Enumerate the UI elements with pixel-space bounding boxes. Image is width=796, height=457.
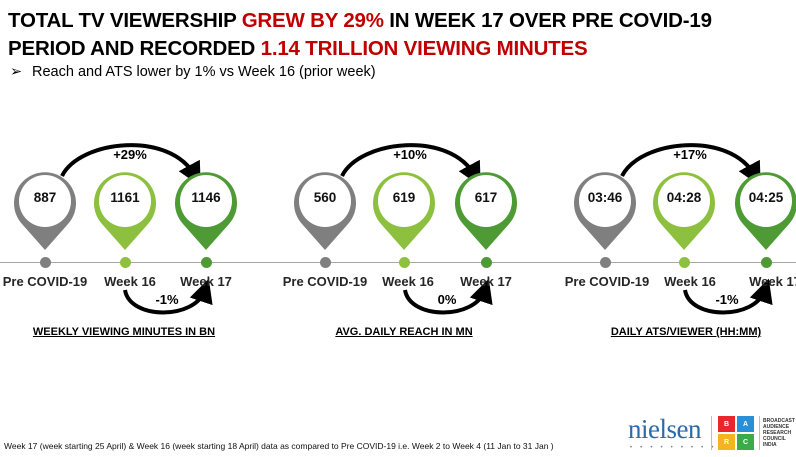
point-label: Week 17	[460, 274, 512, 289]
point-label: Week 17	[180, 274, 232, 289]
bottom-arrow-icon	[123, 278, 213, 315]
barc-tile: R	[718, 434, 735, 450]
barc-tile: C	[737, 434, 754, 450]
pin-pre-covid: 03:46	[572, 168, 638, 252]
top-change-label: +17%	[673, 147, 707, 162]
pin-value: 03:46	[587, 190, 623, 205]
subtitle-text: Reach and ATS lower by 1% vs Week 16 (pr…	[32, 64, 376, 80]
panel-title: WEEKLY VIEWING MINUTES IN BN	[32, 326, 216, 338]
subtitle-bullet: ➢ Reach and ATS lower by 1% vs Week 16 (p…	[10, 64, 376, 80]
pin-pre-covid: 887	[12, 168, 78, 252]
timeline-dot	[40, 257, 51, 268]
timeline-dot	[481, 257, 492, 268]
top-arrow-icon	[60, 143, 201, 187]
logos: nielsen • • • • • • • • • B A R C BROADC…	[628, 412, 796, 454]
pin-week-16: 1161	[92, 168, 158, 252]
point-label: Pre COVID-19	[564, 274, 650, 289]
timeline-dot	[679, 257, 690, 268]
timeline-dot	[201, 257, 212, 268]
barc-tile: B	[718, 416, 735, 432]
headline-highlight: 1.14 TRILLION VIEWING MINUTES	[260, 37, 588, 60]
point-label: Week 17	[749, 274, 796, 289]
pin-week-16: 04:28	[651, 168, 717, 252]
logo-divider	[759, 416, 760, 450]
barc-logo: B A R C	[718, 416, 754, 450]
point-label: Week 16	[104, 274, 156, 289]
headline-highlight: GREW BY 29%	[241, 9, 384, 32]
pin-week-17: 1146	[173, 168, 239, 252]
bottom-arrow-icon	[683, 278, 773, 315]
pin-value: 1146	[191, 190, 221, 205]
bottom-change-label: -1%	[715, 292, 739, 307]
panel-title: DAILY ATS/VIEWER (HH:MM)	[610, 326, 762, 338]
top-arrow-icon	[340, 143, 481, 187]
pin-week-17: 04:25	[733, 168, 796, 252]
arrow-bullet-icon: ➢	[10, 64, 23, 80]
panel-title: AVG. DAILY REACH IN MN	[335, 326, 473, 338]
nielsen-logo-dots: • • • • • • • • •	[630, 445, 717, 451]
barc-text-line: BROADCAST	[763, 418, 795, 424]
headline-line-2: PERIOD AND RECORDED 1.14 TRILLION VIEWIN…	[8, 37, 588, 61]
timeline-dot	[320, 257, 331, 268]
timeline-dot	[761, 257, 772, 268]
barc-logo-text: BROADCAST AUDIENCE RESEARCH COUNCIL INDI…	[763, 418, 795, 448]
top-change-label: +29%	[113, 147, 147, 162]
point-label: Week 16	[382, 274, 434, 289]
pin-value: 04:28	[666, 190, 702, 205]
pin-pre-covid: 560	[292, 168, 358, 252]
headline-text: IN WEEK 17 OVER PRE COVID-19	[383, 9, 712, 32]
barc-text-line: RESEARCH	[763, 430, 792, 436]
bottom-arrow-icon	[403, 278, 493, 315]
nielsen-logo: nielsen	[628, 414, 701, 444]
point-label: Pre COVID-19	[282, 274, 368, 289]
logo-divider	[711, 416, 712, 450]
point-label: Pre COVID-19	[2, 274, 88, 289]
pin-value: 1161	[110, 190, 140, 205]
pin-week-16: 619	[371, 168, 437, 252]
pin-value: 887	[33, 190, 57, 205]
headline-text: TOTAL TV VIEWERSHIP	[8, 9, 242, 32]
footnote: Week 17 (week starting 25 April) & Week …	[4, 441, 554, 451]
timeline-dot	[600, 257, 611, 268]
timeline-dot	[399, 257, 410, 268]
barc-text-line: COUNCIL	[763, 436, 786, 442]
timeline-dot	[120, 257, 131, 268]
barc-tile: A	[737, 416, 754, 432]
pin-value: 04:25	[748, 190, 784, 205]
headline-text: PERIOD AND RECORDED	[8, 37, 261, 60]
pin-value: 619	[392, 190, 416, 205]
timeline-line	[0, 262, 796, 263]
barc-text-line: INDIA	[763, 442, 777, 448]
top-arrow-icon	[620, 143, 761, 187]
pin-value: 560	[313, 190, 337, 205]
pin-week-17: 617	[453, 168, 519, 252]
point-label: Week 16	[664, 274, 716, 289]
top-change-label: +10%	[393, 147, 427, 162]
pin-value: 617	[474, 190, 498, 205]
bottom-change-label: -1%	[155, 292, 179, 307]
barc-text-line: AUDIENCE	[763, 424, 790, 430]
bottom-change-label: 0%	[437, 292, 457, 307]
headline-line-1: TOTAL TV VIEWERSHIP GREW BY 29% IN WEEK …	[8, 9, 712, 33]
